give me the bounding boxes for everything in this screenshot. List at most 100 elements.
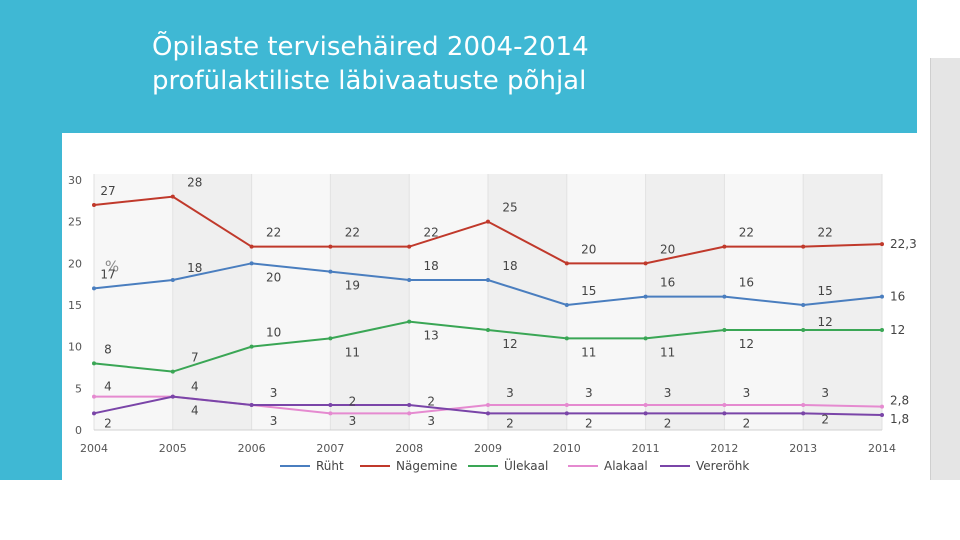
data-point bbox=[564, 261, 569, 266]
data-label: 22 bbox=[739, 226, 754, 240]
data-point bbox=[328, 403, 333, 407]
data-point bbox=[564, 411, 569, 416]
data-label: 22,3 bbox=[890, 237, 917, 251]
data-label: 2 bbox=[821, 412, 829, 426]
data-point bbox=[801, 403, 806, 407]
data-point bbox=[407, 403, 412, 407]
data-label: 3 bbox=[427, 414, 435, 428]
data-point bbox=[249, 261, 254, 266]
data-point bbox=[564, 303, 569, 307]
data-point bbox=[328, 269, 333, 274]
data-point bbox=[643, 403, 648, 407]
data-point bbox=[722, 294, 727, 299]
data-point bbox=[407, 278, 412, 282]
data-point bbox=[170, 394, 175, 399]
data-label: 15 bbox=[818, 284, 833, 298]
slide-title-line-2: profülaktiliste läbivaatuste põhjal bbox=[152, 66, 587, 96]
data-point bbox=[722, 328, 727, 332]
data-point bbox=[92, 286, 96, 291]
data-label: 17 bbox=[100, 267, 115, 281]
data-label: 11 bbox=[345, 345, 360, 359]
data-point bbox=[92, 411, 96, 416]
plot-band bbox=[724, 174, 804, 430]
plot-band bbox=[409, 174, 488, 430]
x-tick-label: 2006 bbox=[238, 442, 266, 455]
data-label: 7 bbox=[191, 351, 199, 365]
data-point bbox=[643, 261, 648, 266]
data-point bbox=[92, 203, 96, 207]
data-label: 12 bbox=[502, 337, 517, 351]
data-label: 3 bbox=[270, 414, 278, 428]
data-label: 2 bbox=[506, 416, 514, 430]
data-point bbox=[643, 411, 648, 416]
plot-band bbox=[566, 174, 646, 430]
plot-band bbox=[94, 174, 173, 430]
legend-label: Nägemine bbox=[396, 459, 457, 473]
data-point bbox=[249, 344, 254, 349]
x-tick-label: 2008 bbox=[395, 442, 423, 455]
data-label: 18 bbox=[424, 259, 439, 273]
y-tick-label: 10 bbox=[68, 341, 82, 354]
data-label: 25 bbox=[502, 201, 517, 215]
series-lines bbox=[92, 194, 884, 417]
data-label: 3 bbox=[821, 386, 829, 400]
data-label: 2,8 bbox=[890, 394, 909, 408]
data-point bbox=[801, 244, 806, 249]
y-tick-label: 25 bbox=[68, 216, 82, 229]
data-label: 12 bbox=[890, 323, 905, 337]
data-label: 2 bbox=[743, 416, 751, 430]
data-label: 16 bbox=[660, 276, 675, 290]
plot-band bbox=[645, 174, 725, 430]
slide-title-line-1: Õpilaste tervisehäired 2004-2014 bbox=[152, 32, 589, 62]
data-point bbox=[486, 219, 490, 224]
data-point bbox=[722, 403, 727, 407]
data-point bbox=[722, 244, 727, 249]
data-point bbox=[170, 278, 175, 282]
data-label: 15 bbox=[581, 284, 596, 298]
data-label: 11 bbox=[660, 345, 675, 359]
x-tick-label: 2010 bbox=[553, 442, 581, 455]
data-label: 4 bbox=[191, 404, 199, 418]
data-point bbox=[486, 328, 490, 332]
plot-band bbox=[330, 174, 410, 430]
data-point bbox=[328, 244, 333, 249]
data-label: 22 bbox=[266, 226, 281, 240]
y-axis-label: % bbox=[105, 258, 119, 276]
scrollbar[interactable] bbox=[930, 58, 960, 480]
x-axis: 2004 2005 2006 2007 2008 2009 2010 2011 2012 2013… bbox=[80, 442, 896, 455]
y-tick-label: 0 bbox=[75, 424, 82, 437]
legend-label: Rüht bbox=[316, 459, 344, 473]
data-point bbox=[170, 194, 175, 199]
y-tick-label: 30 bbox=[68, 174, 82, 187]
data-point bbox=[801, 328, 806, 332]
data-point bbox=[564, 336, 569, 341]
data-label: 12 bbox=[739, 337, 754, 351]
legend-label: Ülekaal bbox=[504, 457, 548, 473]
data-label: 4 bbox=[104, 380, 112, 394]
data-point bbox=[328, 411, 333, 416]
left-accent-strip bbox=[0, 133, 62, 480]
data-point bbox=[407, 411, 412, 416]
data-label: 20 bbox=[266, 270, 281, 284]
data-label: 3 bbox=[506, 386, 514, 400]
data-label: 10 bbox=[266, 326, 281, 340]
data-label: 22 bbox=[424, 226, 439, 240]
data-point bbox=[486, 411, 490, 416]
plot-band bbox=[803, 174, 882, 430]
data-label: 2 bbox=[664, 416, 672, 430]
data-label: 16 bbox=[890, 290, 905, 304]
data-label: 3 bbox=[664, 386, 672, 400]
data-point bbox=[880, 294, 884, 299]
data-label: 2 bbox=[349, 394, 357, 408]
data-point bbox=[407, 244, 412, 249]
x-tick-label: 2012 bbox=[710, 442, 738, 455]
data-label: 12 bbox=[818, 315, 833, 329]
data-point bbox=[880, 242, 884, 247]
data-label: 3 bbox=[270, 386, 278, 400]
data-label: 11 bbox=[581, 345, 596, 359]
x-tick-label: 2005 bbox=[159, 442, 187, 455]
data-point bbox=[407, 319, 412, 324]
data-point bbox=[801, 303, 806, 307]
legend-label: Vereröhk bbox=[696, 459, 749, 473]
data-label: 13 bbox=[424, 329, 439, 343]
